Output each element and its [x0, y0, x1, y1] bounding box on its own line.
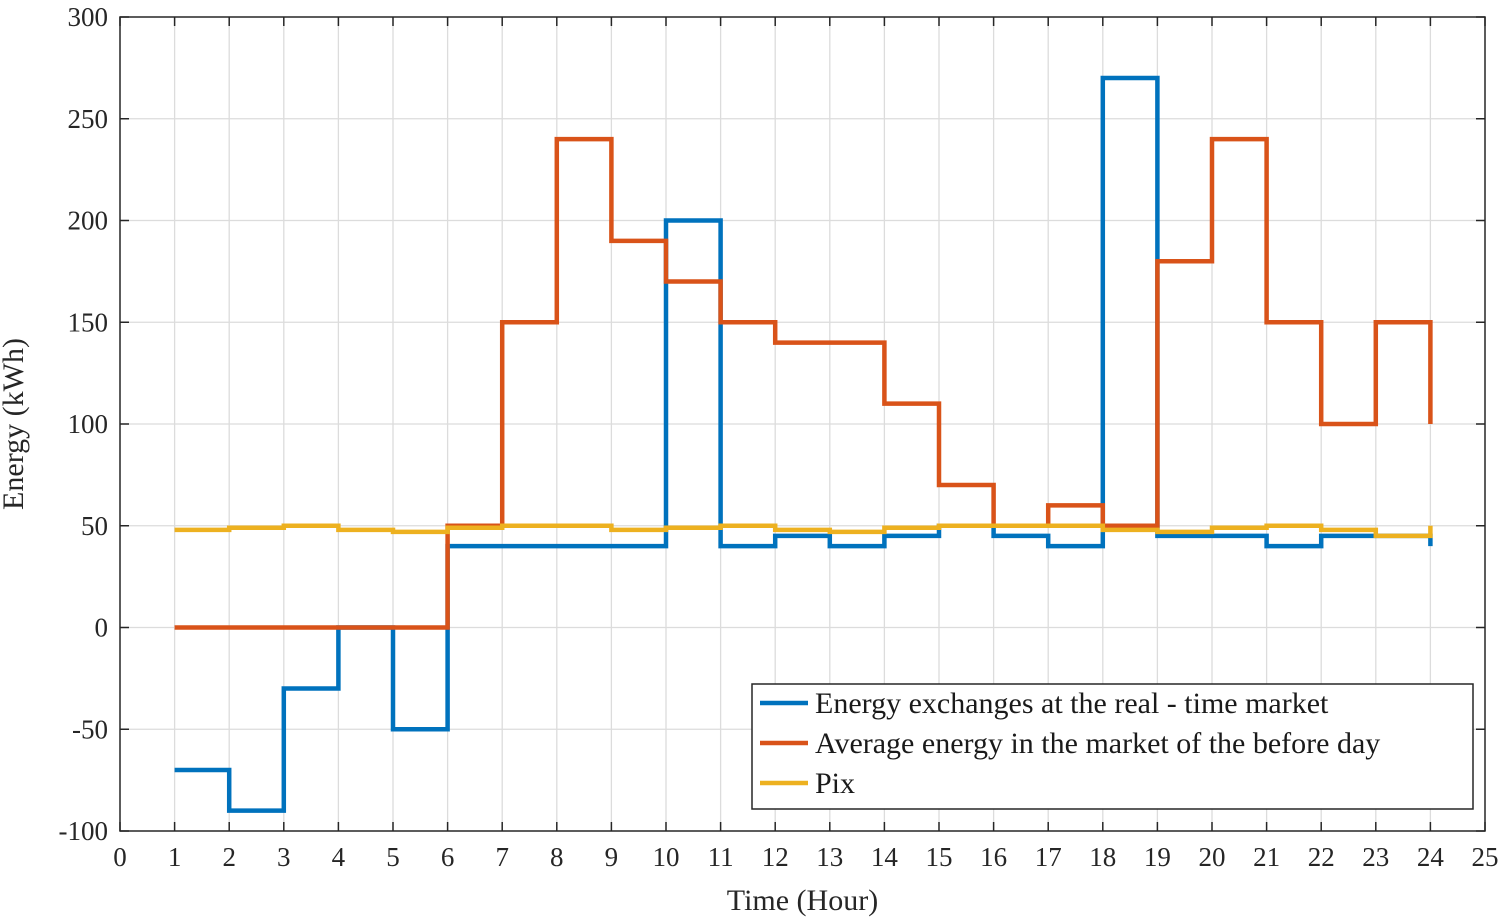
x-tick-label: 16 [980, 842, 1007, 872]
x-axis-label: Time (Hour) [727, 884, 878, 917]
y-tick-label: 150 [68, 307, 109, 337]
x-tick-label: 6 [441, 842, 455, 872]
series-line-3 [174, 523, 1433, 539]
series-line-2 [174, 136, 1433, 630]
y-tick-label: -100 [59, 816, 109, 846]
x-tick-label: 11 [708, 842, 734, 872]
legend-label-3: Pix [815, 767, 855, 800]
y-tick-label: -50 [72, 714, 108, 744]
x-tick-label: 17 [1035, 842, 1062, 872]
x-tick-label: 2 [222, 842, 236, 872]
legend: Energy exchanges at the real - time mark… [751, 683, 1474, 810]
x-tick-label: 13 [816, 842, 843, 872]
y-tick-label: 200 [68, 206, 109, 236]
x-tick-label: 3 [277, 842, 291, 872]
x-tick-label: 0 [113, 842, 127, 872]
series-layer [174, 75, 1433, 813]
y-tick-label: 250 [68, 104, 109, 134]
x-tick-label: 5 [386, 842, 400, 872]
x-tick-label: 12 [762, 842, 789, 872]
x-tick-label: 9 [605, 842, 619, 872]
x-tick-label: 21 [1253, 842, 1280, 872]
y-tick-label: 100 [68, 409, 109, 439]
x-tick-label: 8 [550, 842, 564, 872]
x-tick-label: 23 [1362, 842, 1389, 872]
x-tick-label: 19 [1144, 842, 1171, 872]
legend-label-2: Average energy in the market of the befo… [815, 727, 1380, 760]
legend-items: Energy exchanges at the real - time mark… [760, 687, 1380, 800]
x-tick-label: 10 [653, 842, 680, 872]
x-tick-label: 15 [926, 842, 953, 872]
x-tick-label: 14 [871, 842, 899, 872]
x-tick-label: 25 [1472, 842, 1499, 872]
x-tick-label: 1 [168, 842, 182, 872]
x-tick-label: 20 [1199, 842, 1226, 872]
y-tick-label: 0 [95, 613, 109, 643]
x-tick-label: 4 [332, 842, 346, 872]
y-axis-label: Energy (kWh) [0, 338, 30, 510]
x-tick-label: 7 [495, 842, 509, 872]
legend-label-1: Energy exchanges at the real - time mark… [815, 687, 1329, 720]
x-tick-label: 24 [1417, 842, 1445, 872]
y-tick-label: 300 [68, 2, 109, 32]
y-tick-label: 50 [81, 511, 108, 541]
x-tick-label: 22 [1308, 842, 1335, 872]
tick-layer: 0 1 2 3 4 5 6 7 8 9 10 11 12 13 14 15 16 17 18 19 20 21 22 23 24… [59, 2, 1499, 872]
legend-box [751, 683, 1474, 810]
x-tick-label: 18 [1089, 842, 1116, 872]
